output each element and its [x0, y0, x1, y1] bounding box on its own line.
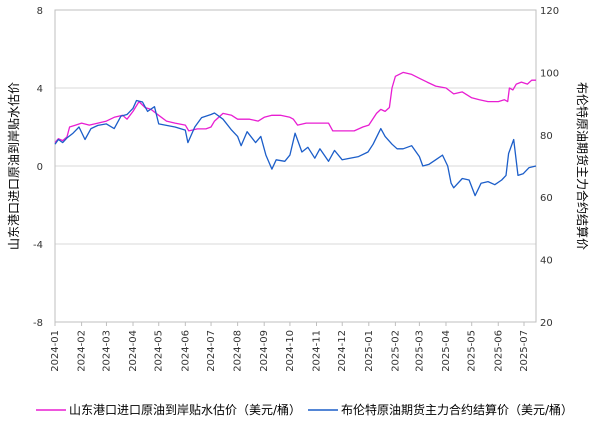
x-tick-label: 2024-11 — [312, 330, 323, 372]
right-tick-label: 60 — [540, 193, 553, 204]
gridlines — [55, 9, 536, 323]
x-tick-label: 2025-02 — [390, 330, 401, 372]
legend: 山东港口进口原油到岸贴水估价（美元/桶） 布伦特原油期货主力合约结算价（美元/桶… — [36, 402, 573, 417]
x-tick-label: 2024-08 — [233, 330, 244, 372]
legend-label-brent: 布伦特原油期货主力合约结算价（美元/桶） — [341, 402, 573, 417]
left-axis-ticks: 8 4 0 -4 -8 — [33, 6, 43, 329]
right-tick-label: 40 — [540, 256, 553, 267]
x-tick-label: 2025-05 — [467, 330, 478, 372]
series-line-brent — [54, 99, 537, 197]
x-tick-label: 2024-03 — [101, 330, 112, 372]
x-tick-label: 2025-01 — [364, 330, 375, 372]
x-tick-label: 2024-05 — [154, 330, 165, 372]
right-axis-ticks: 120 100 80 60 40 20 — [540, 6, 559, 329]
x-tick-label: 2024-06 — [180, 330, 191, 372]
left-axis-title: 山东港口进口原油到岸贴水估价 — [7, 82, 21, 250]
series-line-premium — [54, 71, 536, 144]
left-tick-label: 0 — [37, 162, 43, 173]
right-tick-label: 80 — [540, 131, 553, 142]
left-tick-label: -8 — [33, 318, 43, 329]
x-tick-label: 2024-12 — [337, 330, 348, 372]
right-tick-label: 100 — [540, 68, 559, 79]
x-tick-label: 2024-02 — [77, 330, 88, 372]
right-tick-label: 120 — [540, 6, 559, 17]
x-tick-label: 2024-01 — [50, 330, 61, 372]
x-tick-label: 2025-04 — [441, 330, 452, 372]
series-layer — [54, 71, 537, 197]
left-tick-label: 4 — [37, 84, 43, 95]
x-tick-label: 2025-03 — [414, 330, 425, 372]
x-tick-label: 2024-07 — [206, 330, 217, 372]
x-tick-label: 2025-06 — [493, 330, 504, 372]
x-tick-label: 2024-09 — [259, 330, 270, 372]
left-tick-label: 8 — [37, 6, 43, 17]
x-axis-ticks: 2024-01 2024-02 2024-03 2024-04 2024-05 2024-… — [50, 322, 530, 372]
right-axis-title: 布伦特原油期货主力合约结算价 — [575, 82, 590, 250]
x-tick-label: 2024-10 — [285, 330, 296, 372]
left-tick-label: -4 — [33, 240, 43, 251]
right-tick-label: 20 — [540, 318, 553, 329]
legend-label-premium: 山东港口进口原油到岸贴水估价（美元/桶） — [69, 402, 301, 417]
x-tick-label: 2024-04 — [128, 330, 139, 372]
x-tick-label: 2025-07 — [519, 330, 530, 372]
